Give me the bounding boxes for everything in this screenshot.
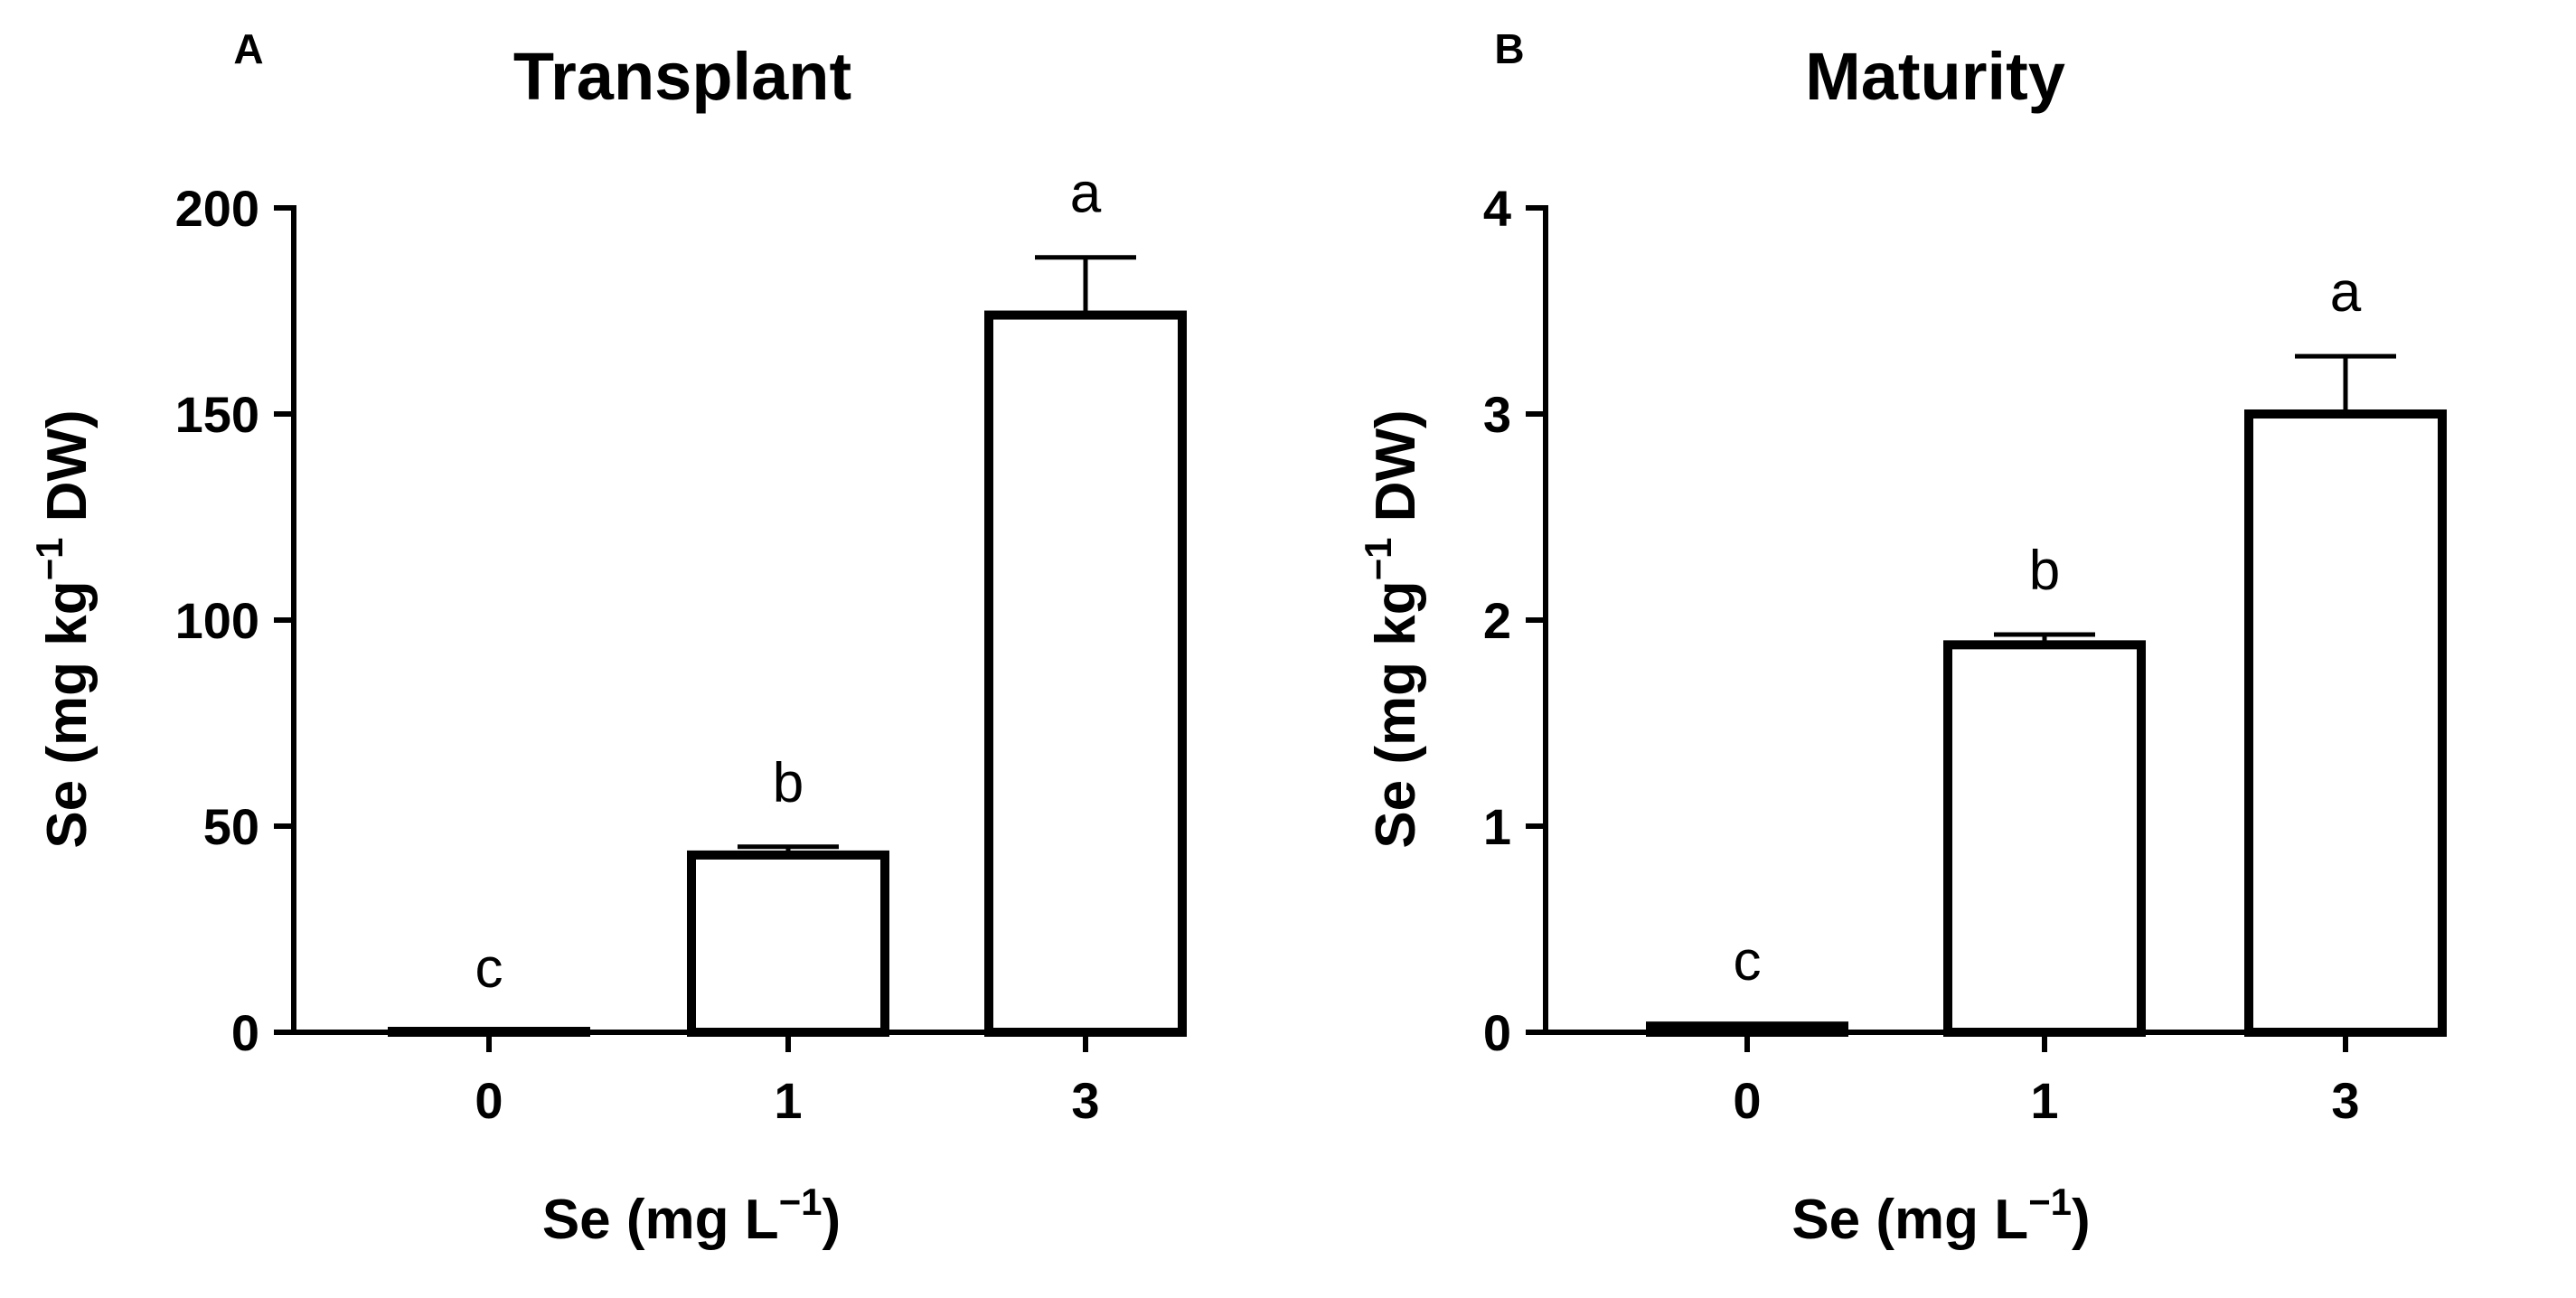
y-tick-label: 2 — [1483, 592, 1511, 649]
y-tick-label: 0 — [231, 1004, 259, 1061]
significance-letter: b — [2029, 540, 2060, 602]
x-tick-label: 3 — [1071, 1072, 1099, 1129]
y-axis-label-main: Se (mg kg — [36, 580, 99, 848]
y-tick-label: 0 — [1483, 1004, 1511, 1061]
bar — [2244, 409, 2447, 1037]
x-axis-label-sup: −1 — [2028, 1180, 2072, 1223]
y-axis-label: Se (mg kg−1 DW) — [28, 409, 99, 848]
bar — [388, 1027, 590, 1037]
y-axis-label-tail: DW) — [1365, 409, 1427, 537]
x-axis-label-main: Se (mg L — [542, 1189, 779, 1251]
y-tick-label: 150 — [175, 386, 259, 443]
x-axis-label-tail: ) — [2072, 1189, 2091, 1251]
y-tick-label: 100 — [175, 592, 259, 649]
bar — [984, 310, 1187, 1037]
y-tick-label: 4 — [1483, 180, 1511, 237]
bar — [1646, 1021, 1848, 1038]
chart-title: Maturity — [1805, 39, 2065, 114]
significance-letter: b — [773, 752, 804, 814]
y-tick-label: 200 — [175, 180, 259, 237]
bar — [1943, 640, 2146, 1037]
x-axis-label-sup: −1 — [779, 1180, 823, 1223]
x-tick-label: 0 — [1733, 1072, 1761, 1129]
significance-letter: c — [1734, 930, 1762, 992]
y-axis-label-sup: −1 — [28, 537, 71, 580]
y-axis-label: Se (mg kg−1 DW) — [1357, 409, 1427, 848]
y-tick-label: 1 — [1483, 798, 1511, 855]
y-tick-label: 3 — [1483, 386, 1511, 443]
x-axis-label: Se (mg L−1) — [542, 1180, 841, 1251]
significance-letter: a — [2330, 261, 2362, 324]
y-tick-label: 50 — [203, 798, 259, 855]
panel-label: A — [233, 25, 263, 72]
bar — [687, 850, 889, 1037]
chart-title: Transplant — [513, 39, 851, 114]
y-axis-label-sup: −1 — [1357, 537, 1399, 580]
x-tick-label: 1 — [2030, 1072, 2058, 1129]
x-axis-label-main: Se (mg L — [1791, 1189, 2028, 1251]
y-axis-label-main: Se (mg kg — [1365, 580, 1427, 848]
y-axis-label-tail: DW) — [36, 409, 99, 537]
panel-label: B — [1494, 25, 1524, 72]
x-tick-label: 1 — [774, 1072, 802, 1129]
x-axis-label: Se (mg L−1) — [1791, 1180, 2090, 1251]
significance-letter: a — [1070, 163, 1102, 225]
significance-letter: c — [475, 937, 503, 1000]
x-tick-label: 3 — [2331, 1072, 2359, 1129]
x-tick-label: 0 — [475, 1072, 503, 1129]
x-axis-label-tail: ) — [823, 1189, 841, 1251]
